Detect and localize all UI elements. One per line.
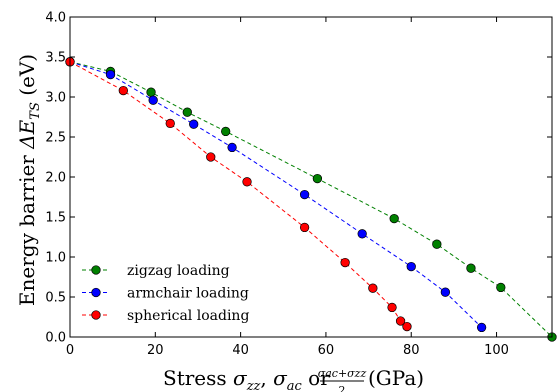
spherical-legend-label: spherical loading [127,308,249,324]
spherical-data-point [165,118,175,129]
y-tick-label: 4.0 [45,11,66,26]
armchair-data-point [189,119,199,129]
spherical-data-point [206,152,216,162]
y-tick-label: 1.5 [45,211,66,226]
y-title-subscript: TS [28,102,43,120]
legend: zigzag loading armchair loading spherical … [82,263,249,324]
x-title-sub-1: zz [246,379,261,392]
x-title-suffix: (GPa) [368,366,424,390]
spherical-data-point [340,257,350,268]
x-tick-label: 80 [403,343,420,358]
y-tick-label: 0.5 [45,291,66,306]
tick-labels: 0 20 40 60 80 100 0.0 0.5 1.0 1.5 2.0 2.5 3.0 3.5 4.0 [45,11,509,359]
y-tick-label: 0.0 [45,331,66,346]
y-tick-label: 2.0 [45,171,66,186]
x-title-prefix: Stress [163,366,233,390]
zigzag-data-point [182,107,192,117]
x-title-fraction-denominator: 2 [339,384,346,392]
y-tick-label: 3.0 [45,91,66,106]
armchair-data-point [476,322,487,333]
armchair-legend-marker [91,287,101,298]
x-title-sigma-1: σ [233,366,248,390]
y-tick-label: 3.5 [45,51,66,66]
armchair-data-point [440,287,451,297]
spherical-legend-marker [91,310,101,320]
zigzag-data-point [312,173,323,184]
x-tick-label: 20 [147,343,164,358]
y-axis-title: Energy barrier ΔETS (eV) [15,54,43,306]
armchair-data-point [406,261,416,272]
zigzag-data-point [389,213,399,224]
plot-series [65,57,557,342]
armchair-legend-label: armchair loading [127,286,249,302]
armchair-data-point [227,142,237,153]
y-tick-label: 2.5 [45,131,66,146]
spherical-data-point [395,316,406,326]
x-tick-label: 60 [318,343,335,358]
zigzag-legend-label: zigzag loading [127,263,230,279]
x-tick-label: 0 [66,343,74,358]
spherical-data-point [118,85,128,96]
x-title-or: or [302,366,330,390]
x-tick-label: 40 [232,343,249,358]
spherical-data-point [402,321,412,332]
x-axis-title: Stress σzz, σac or [163,366,330,392]
y-tick-label: 1.0 [45,251,66,266]
x-title-sub-2: ac [287,379,303,392]
zigzag-data-point [432,239,442,249]
x-title-sigma-2: σ [273,366,288,390]
y-title-suffix: (eV) [15,54,39,102]
spherical-data-point [299,222,310,233]
zigzag-data-point [496,282,506,293]
armchair-data-point [357,229,367,239]
axis-ticks [69,16,552,338]
y-title-symbol: ΔE [15,119,39,149]
armchair-series-line [69,61,482,328]
zigzag-data-point [221,126,231,137]
spherical-data-point [242,177,252,187]
x-tick-label: 100 [484,343,509,358]
x-title-fraction-numerator: σac+σzz [318,367,367,380]
spherical-data-point [387,302,397,313]
zigzag-data-point [466,263,476,273]
armchair-data-point [299,189,310,200]
armchair-data-point [105,69,116,80]
armchair-data-point [148,95,158,105]
zigzag-legend-marker [91,265,101,275]
zigzag-data-point [146,87,156,97]
spherical-data-point [368,283,378,293]
x-title-sep: , [260,366,273,390]
y-title-prefix: Energy barrier [15,149,39,306]
